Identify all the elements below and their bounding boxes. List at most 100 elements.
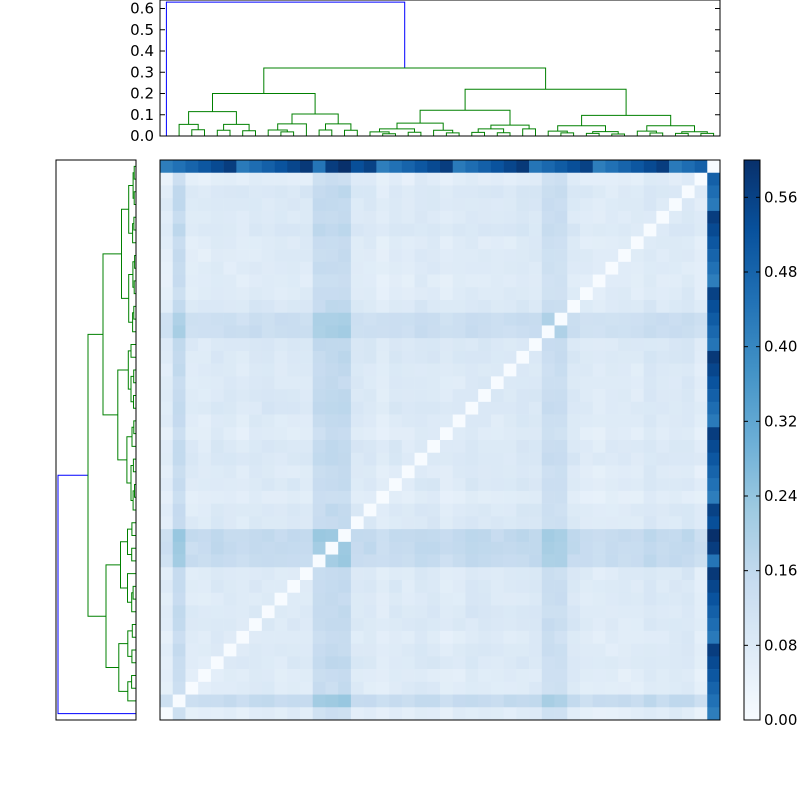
heatmap-cell bbox=[198, 223, 212, 237]
heatmap-cell bbox=[389, 580, 403, 594]
dendrogram-link bbox=[560, 132, 575, 136]
heatmap-cell bbox=[198, 287, 212, 301]
heatmap-cell bbox=[185, 592, 199, 606]
heatmap-cell bbox=[236, 490, 250, 504]
heatmap-cell bbox=[210, 707, 224, 721]
heatmap-cell bbox=[389, 427, 403, 441]
heatmap-cell bbox=[172, 541, 186, 555]
heatmap-cell bbox=[440, 287, 454, 301]
heatmap-cell bbox=[223, 567, 237, 581]
heatmap-cell bbox=[516, 440, 530, 454]
heatmap-cell bbox=[580, 414, 594, 428]
heatmap-cell bbox=[503, 249, 517, 263]
heatmap-cell bbox=[325, 567, 339, 581]
heatmap-cell bbox=[694, 503, 708, 517]
heatmap-cell bbox=[707, 669, 721, 683]
heatmap-cell bbox=[198, 414, 212, 428]
heatmap-cell bbox=[185, 389, 199, 403]
heatmap-cell bbox=[401, 389, 415, 403]
heatmap-cell bbox=[567, 160, 581, 174]
heatmap-cell bbox=[529, 350, 543, 364]
heatmap-cell bbox=[427, 541, 441, 555]
heatmap-cell bbox=[478, 223, 492, 237]
heatmap-cell bbox=[427, 465, 441, 479]
heatmap-cell bbox=[529, 643, 543, 657]
heatmap-cell bbox=[236, 325, 250, 339]
heatmap-cell bbox=[630, 338, 644, 352]
heatmap-cell bbox=[669, 261, 683, 275]
heatmap-cell bbox=[414, 669, 428, 683]
heatmap-cell bbox=[529, 401, 543, 415]
heatmap-cell bbox=[414, 427, 428, 441]
heatmap-cell bbox=[389, 210, 403, 224]
heatmap-cell bbox=[643, 592, 657, 606]
heatmap-cell bbox=[363, 198, 377, 212]
heatmap-cell bbox=[516, 376, 530, 390]
heatmap-cell bbox=[452, 605, 466, 619]
heatmap-cell bbox=[605, 249, 619, 263]
heatmap-cell bbox=[210, 618, 224, 632]
heatmap-cell bbox=[401, 236, 415, 250]
heatmap-cell bbox=[554, 160, 568, 174]
heatmap-cell bbox=[376, 160, 390, 174]
heatmap-cell bbox=[300, 618, 314, 632]
heatmap-cell bbox=[465, 554, 479, 568]
heatmap-cell bbox=[554, 249, 568, 263]
dendrogram-link bbox=[128, 274, 133, 323]
heatmap-cell bbox=[401, 490, 415, 504]
heatmap-cell bbox=[274, 567, 288, 581]
heatmap-cell bbox=[465, 312, 479, 326]
heatmap-cell bbox=[465, 643, 479, 657]
heatmap-cell bbox=[338, 656, 352, 670]
heatmap-cell bbox=[452, 198, 466, 212]
heatmap-cell bbox=[694, 605, 708, 619]
heatmap-cell bbox=[325, 160, 339, 174]
heatmap-cell bbox=[376, 440, 390, 454]
heatmap-cell bbox=[554, 401, 568, 415]
heatmap-cell bbox=[185, 694, 199, 708]
heatmap-cell bbox=[198, 300, 212, 314]
heatmap-cell bbox=[478, 325, 492, 339]
heatmap-cell bbox=[592, 618, 606, 632]
dendrogram-link bbox=[134, 484, 136, 498]
heatmap-cell bbox=[249, 325, 263, 339]
heatmap-cell bbox=[567, 172, 581, 186]
heatmap-cell bbox=[223, 605, 237, 619]
heatmap-cell bbox=[618, 160, 632, 174]
heatmap-cell bbox=[401, 605, 415, 619]
heatmap-cell bbox=[249, 554, 263, 568]
heatmap-cell bbox=[669, 516, 683, 530]
heatmap-cell bbox=[669, 554, 683, 568]
heatmap-cell bbox=[300, 274, 314, 288]
heatmap-cell bbox=[465, 440, 479, 454]
heatmap-cell bbox=[338, 694, 352, 708]
heatmap-cell bbox=[605, 656, 619, 670]
heatmap-cell bbox=[605, 300, 619, 314]
heatmap-cell bbox=[172, 452, 186, 466]
heatmap-cell bbox=[490, 592, 504, 606]
dendrogram-link bbox=[592, 131, 619, 134]
colorbar-tick-label: 0.08 bbox=[764, 636, 797, 654]
dendrogram-link bbox=[102, 253, 122, 416]
heatmap-cell bbox=[440, 210, 454, 224]
heatmap-cell bbox=[707, 389, 721, 403]
heatmap-cell bbox=[427, 643, 441, 657]
heatmap-cell bbox=[605, 580, 619, 594]
heatmap-cell bbox=[210, 210, 224, 224]
heatmap-cell bbox=[414, 414, 428, 428]
heatmap-cell bbox=[261, 223, 275, 237]
heatmap-cell bbox=[312, 465, 326, 479]
heatmap-cell bbox=[427, 529, 441, 543]
heatmap-cell bbox=[274, 274, 288, 288]
heatmap-cell bbox=[363, 554, 377, 568]
heatmap-cell bbox=[363, 541, 377, 555]
heatmap-cell bbox=[656, 198, 670, 212]
heatmap-cell bbox=[160, 185, 174, 199]
heatmap-cell bbox=[592, 592, 606, 606]
heatmap-cell bbox=[249, 274, 263, 288]
heatmap-cell bbox=[478, 249, 492, 263]
heatmap-cell bbox=[630, 198, 644, 212]
heatmap-cell bbox=[440, 465, 454, 479]
heatmap-cell bbox=[363, 389, 377, 403]
heatmap-cell bbox=[274, 300, 288, 314]
